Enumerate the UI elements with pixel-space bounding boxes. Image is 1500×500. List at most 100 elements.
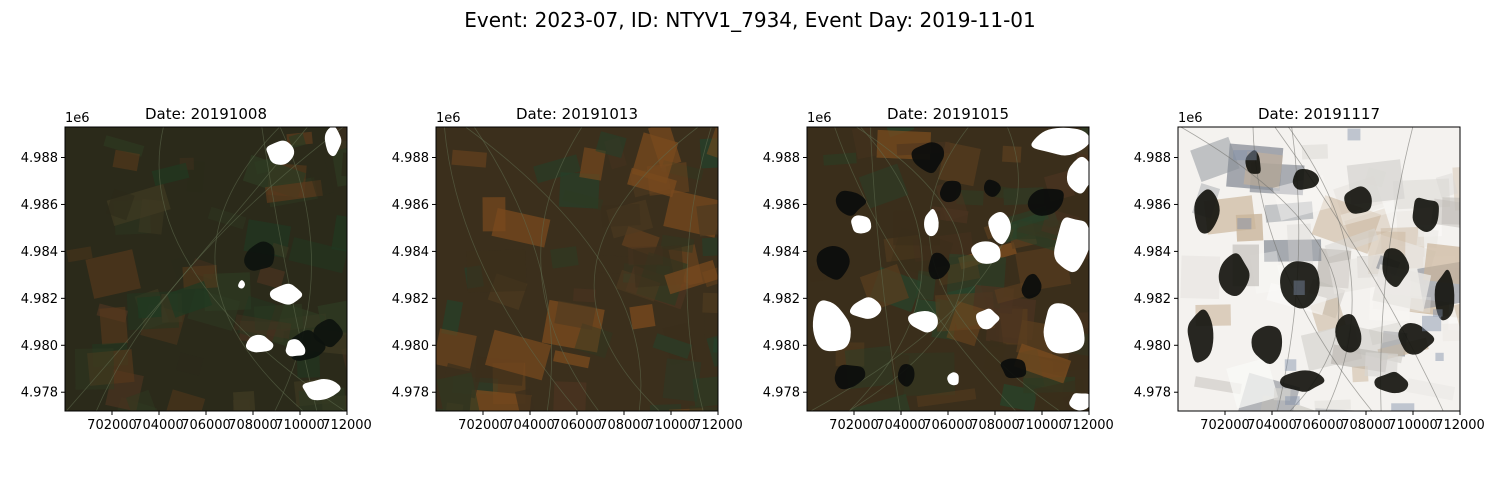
y-tick-label: 4.984 (392, 245, 429, 260)
terrain-patch (105, 188, 135, 221)
terrain-patch (1314, 399, 1351, 411)
cloud (975, 308, 1000, 330)
y-tick-label: 4.982 (21, 292, 58, 307)
y-tick-label: 4.988 (21, 151, 58, 166)
blue-tint-patch (1284, 359, 1297, 371)
satellite-image (807, 127, 1089, 411)
terrain-patch (649, 404, 682, 411)
y-tick-label: 4.986 (21, 198, 58, 213)
terrain-patch (436, 372, 481, 411)
x-tick-label: 712000 (693, 418, 743, 433)
x-tick-label: 706000 (923, 418, 973, 433)
terrain-patch (99, 306, 129, 345)
terrain-patch (341, 395, 347, 411)
y-tick-label: 4.986 (1134, 198, 1171, 213)
cloud-shadow (1374, 371, 1409, 394)
terrain-patch (1002, 145, 1022, 163)
road-line (274, 127, 312, 411)
terrain-patch (103, 135, 145, 157)
y-tick-label: 4.978 (763, 386, 800, 401)
cloud (1066, 156, 1089, 194)
y-tick-label: 4.988 (1134, 151, 1171, 166)
terrain-patch (331, 127, 347, 151)
terrain-patch (1351, 365, 1369, 383)
terrain-patch (573, 288, 596, 303)
cloud (302, 378, 341, 401)
y-tick-label: 4.986 (392, 198, 429, 213)
cloud (947, 372, 959, 386)
terrain-patch (652, 333, 693, 360)
terrain-patch (182, 264, 218, 290)
subplot-1: Date: 2019100870200070400070600070800071… (21, 105, 372, 433)
cloud-shadow (1279, 370, 1325, 392)
terrain-patch (579, 147, 606, 181)
terrain-patch (601, 203, 641, 228)
terrain-patch (346, 137, 347, 181)
terrain-patch (85, 249, 141, 299)
terrain-patch (646, 162, 690, 196)
terrain-patch (629, 303, 656, 330)
terrain-patch (186, 160, 205, 193)
subplot-3: Date: 2019101570200070400070600070800071… (763, 105, 1114, 433)
subplot-2: Date: 2019101370200070400070600070800071… (392, 105, 743, 433)
y-tick-label: 4.980 (392, 339, 429, 354)
x-tick-label: 702000 (829, 418, 879, 433)
terrain-patch (664, 259, 718, 295)
terrain-patch (1364, 352, 1398, 378)
terrain-patch (436, 328, 477, 372)
terrain-patch (342, 213, 347, 252)
terrain-patch (164, 389, 206, 411)
x-tick-label: 706000 (181, 418, 231, 433)
terrain-patch (558, 172, 600, 209)
terrain-patch (233, 314, 292, 339)
road-line (1180, 127, 1340, 411)
terrain-patch (1273, 388, 1291, 401)
cloud-shadow (983, 179, 1001, 197)
terrain-patch (106, 183, 171, 226)
x-tick-label: 710000 (275, 418, 325, 433)
terrain-patch (692, 375, 718, 408)
terrain-patch (138, 198, 166, 235)
x-tick-label: 708000 (228, 418, 278, 433)
x-tick-label: 712000 (1064, 418, 1114, 433)
terrain-patch (346, 387, 347, 411)
terrain-patch (1416, 228, 1439, 249)
cloud-shadow (1027, 188, 1064, 216)
blue-tint-patch (1391, 403, 1415, 411)
road-line (869, 127, 901, 411)
cloud (245, 334, 274, 353)
cloud-shadow (1000, 358, 1027, 379)
terrain-patch (631, 132, 679, 184)
cloud-shadow (928, 252, 951, 280)
subplot-title: Date: 20191015 (887, 105, 1009, 123)
terrain-patch (553, 350, 591, 369)
cloud-shadow (1434, 269, 1455, 321)
terrain-patch (1060, 185, 1089, 225)
terrain-patch (1190, 136, 1240, 183)
x-tick-label: 704000 (505, 418, 555, 433)
terrain-patch (137, 296, 162, 319)
y-tick-label: 4.986 (763, 198, 800, 213)
cloud (266, 140, 295, 165)
cloud-shadow (1251, 325, 1283, 365)
cloud (812, 300, 851, 352)
terrain-patch (1324, 228, 1379, 258)
y-tick-label: 4.980 (763, 339, 800, 354)
terrain-patch (696, 203, 718, 237)
cloud (238, 280, 245, 289)
terrain-patch (938, 141, 981, 187)
terrain-patch (482, 197, 506, 232)
cloud-shadow (816, 245, 850, 280)
x-tick-label: 704000 (134, 418, 184, 433)
terrain-patch (1406, 378, 1456, 401)
y-tick-label: 4.980 (21, 339, 58, 354)
terrain-patch (265, 179, 323, 203)
terrain-patch (850, 393, 912, 411)
terrain-patch (554, 300, 596, 331)
road-line (1274, 127, 1444, 411)
terrain-patch (1340, 199, 1399, 226)
terrain-patch (112, 149, 140, 172)
terrain-patch (662, 358, 702, 402)
